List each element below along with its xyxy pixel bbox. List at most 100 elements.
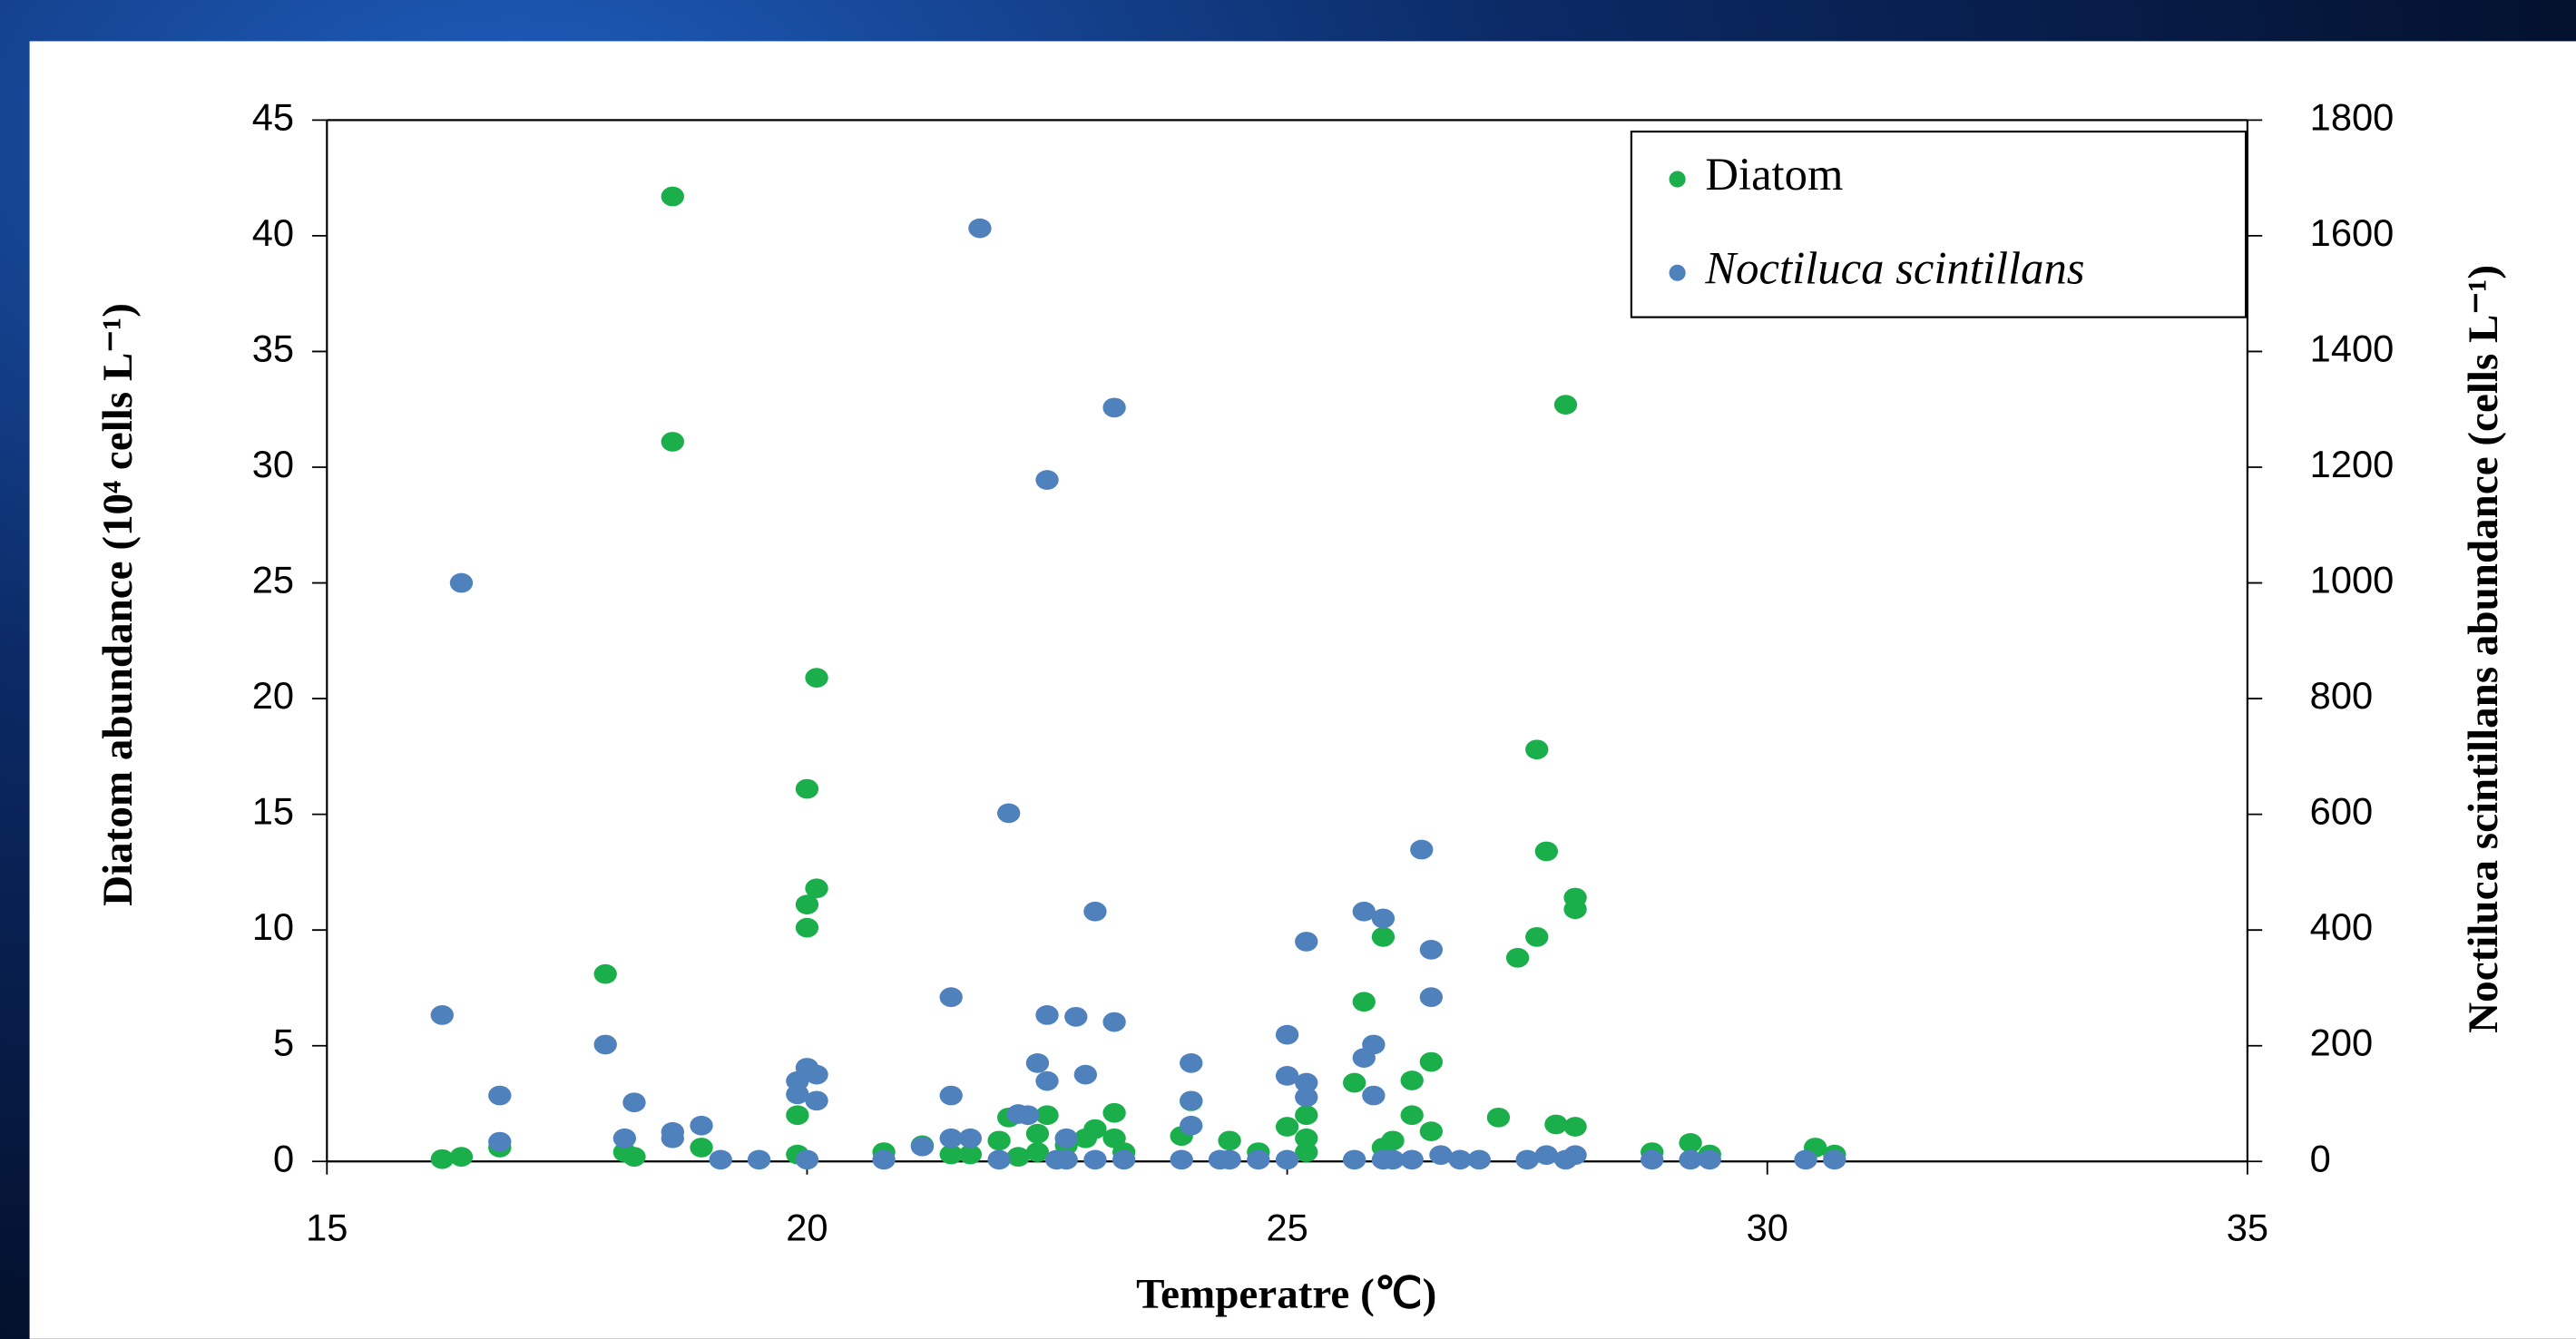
data-point xyxy=(805,668,828,688)
data-point xyxy=(1295,1142,1318,1162)
y2-axis-title: Noctiluca scintillans abundance (cells L… xyxy=(2460,265,2507,1033)
data-point xyxy=(1275,1024,1299,1045)
x-tick-label: 25 xyxy=(1266,1206,1308,1248)
data-point xyxy=(1016,1105,1040,1126)
data-point xyxy=(1102,1012,1126,1032)
data-point xyxy=(1448,1149,1472,1170)
y2-tick-label: 1200 xyxy=(2310,443,2395,485)
data-point xyxy=(958,1128,983,1148)
data-point xyxy=(622,1147,646,1168)
data-point xyxy=(939,1085,963,1106)
data-point xyxy=(1102,397,1126,418)
data-point xyxy=(1035,470,1059,490)
data-point xyxy=(1641,1149,1664,1170)
data-point xyxy=(1343,1149,1366,1170)
data-point xyxy=(690,1115,713,1136)
data-point xyxy=(1563,899,1587,920)
data-point xyxy=(1534,841,1559,862)
y-tick-label: 25 xyxy=(252,559,294,601)
data-point xyxy=(1275,1066,1299,1086)
y2-tick-label: 400 xyxy=(2310,905,2373,948)
data-point xyxy=(1035,1070,1059,1091)
legend-label: Noctiluca scintillans xyxy=(1704,242,2084,293)
data-point xyxy=(795,917,819,938)
y-tick-label: 10 xyxy=(252,905,294,948)
y-tick-label: 30 xyxy=(252,443,294,485)
data-point xyxy=(1295,1105,1318,1126)
data-point xyxy=(1035,1105,1059,1126)
data-point xyxy=(1794,1149,1817,1170)
data-point xyxy=(1295,1128,1318,1148)
data-point xyxy=(488,1131,512,1152)
y2-tick-label: 200 xyxy=(2310,1021,2373,1064)
data-point xyxy=(786,1105,809,1126)
legend: Diatom Noctiluca scintillans xyxy=(1630,130,2248,318)
data-point xyxy=(805,1090,828,1111)
data-point xyxy=(622,1092,646,1113)
data-point xyxy=(709,1149,732,1170)
data-point xyxy=(1505,947,1530,968)
legend-marker xyxy=(1669,264,1686,281)
y2-tick-label: 1800 xyxy=(2310,95,2395,138)
data-point xyxy=(1218,1130,1241,1151)
data-point xyxy=(1247,1149,1270,1170)
data-point xyxy=(449,572,474,593)
data-point xyxy=(1083,1119,1107,1139)
data-point xyxy=(872,1149,896,1170)
data-point xyxy=(1486,1107,1511,1128)
data-point xyxy=(805,1064,828,1085)
data-point xyxy=(1083,901,1107,922)
data-point xyxy=(1054,1149,1078,1170)
data-point xyxy=(1419,987,1444,1008)
legend-marker xyxy=(1669,171,1686,188)
data-point xyxy=(1112,1149,1136,1170)
data-point xyxy=(661,432,684,452)
data-point xyxy=(795,778,819,799)
data-point xyxy=(1410,839,1434,860)
data-point xyxy=(661,186,684,207)
data-point xyxy=(1054,1128,1078,1148)
data-point xyxy=(795,894,819,914)
data-point xyxy=(593,963,617,984)
data-point xyxy=(1400,1149,1424,1170)
data-point xyxy=(1400,1070,1424,1090)
data-point xyxy=(1553,395,1578,415)
x-tick-label: 35 xyxy=(2227,1206,2268,1248)
data-point xyxy=(1025,1052,1050,1073)
data-point xyxy=(430,1148,454,1169)
data-point xyxy=(997,803,1021,824)
y2-tick-label: 1400 xyxy=(2310,327,2395,369)
data-point xyxy=(1515,1149,1539,1170)
y-axis-title: Diatom abundance (10⁴ cells L⁻¹) xyxy=(94,303,142,906)
data-point xyxy=(1400,1105,1424,1126)
data-point xyxy=(1419,939,1444,960)
data-point xyxy=(1218,1149,1241,1170)
data-point xyxy=(1295,932,1318,952)
data-point xyxy=(1534,1145,1559,1166)
data-point xyxy=(958,1144,983,1165)
data-point xyxy=(987,1149,1011,1170)
y2-tick-label: 800 xyxy=(2310,674,2373,717)
data-point xyxy=(1006,1147,1030,1168)
data-point xyxy=(1064,1006,1088,1027)
data-point xyxy=(1467,1149,1491,1170)
data-point xyxy=(747,1149,771,1170)
x-axis-title: Temperatre (℃) xyxy=(1136,1270,1436,1317)
x-tick-label: 20 xyxy=(786,1206,828,1248)
data-point xyxy=(1180,1052,1203,1073)
data-point xyxy=(1180,1115,1203,1136)
y2-tick-label: 1000 xyxy=(2310,559,2395,601)
data-point xyxy=(1823,1149,1846,1170)
data-point xyxy=(795,1149,819,1170)
data-point xyxy=(1563,1145,1587,1166)
data-point xyxy=(1295,1072,1318,1093)
data-point xyxy=(805,878,828,899)
legend-label: Diatom xyxy=(1705,149,1843,200)
y-tick-label: 15 xyxy=(252,790,294,833)
data-point xyxy=(1371,908,1396,929)
data-point xyxy=(910,1136,935,1157)
y2-tick-label: 1600 xyxy=(2310,211,2395,254)
data-point xyxy=(593,1034,617,1055)
data-point xyxy=(1544,1114,1568,1135)
